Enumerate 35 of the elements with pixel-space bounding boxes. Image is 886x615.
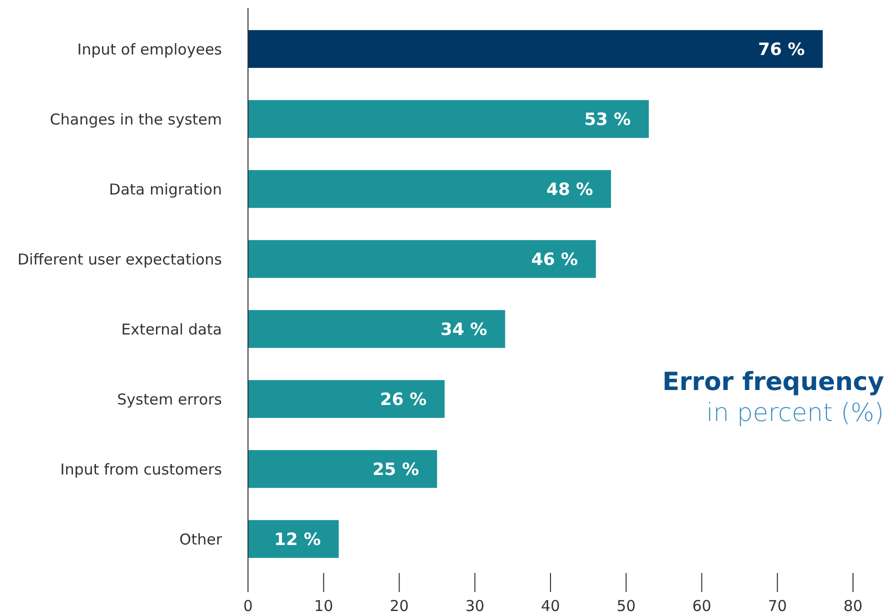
data-label: 25 % xyxy=(372,460,420,480)
bar xyxy=(248,380,445,418)
x-tick-label: 80 xyxy=(843,597,863,615)
bar xyxy=(248,450,438,488)
y-tick-label: Different user expectations xyxy=(18,250,222,268)
y-tick-label: Input of employees xyxy=(77,40,222,58)
data-label: 34 % xyxy=(440,320,488,340)
data-label: 48 % xyxy=(546,180,593,200)
text: Error frequency xyxy=(662,367,884,396)
bar xyxy=(248,100,649,138)
bar xyxy=(248,30,823,68)
bar xyxy=(248,170,611,208)
y-tick-label: System errors xyxy=(117,390,222,408)
y-tick-label: Changes in the system xyxy=(50,110,222,128)
data-label: 53 % xyxy=(584,110,631,130)
x-tick-label: 40 xyxy=(540,597,560,615)
y-tick-label: Other xyxy=(179,530,223,548)
data-label: 46 % xyxy=(531,250,578,270)
y-tick-label: Input from customers xyxy=(60,460,222,478)
bar xyxy=(248,240,596,278)
text: in percent (%) xyxy=(706,398,884,427)
x-tick-label: 30 xyxy=(465,597,484,615)
x-tick-label: 70 xyxy=(768,597,787,615)
y-tick-label: External data xyxy=(121,320,222,338)
data-label: 26 % xyxy=(380,390,427,410)
x-tick-label: 10 xyxy=(314,597,334,615)
x-tick-label: 50 xyxy=(616,597,636,615)
x-tick-label: 20 xyxy=(390,597,409,615)
x-tick-label: 60 xyxy=(692,597,712,615)
x-tick-label: 0 xyxy=(243,597,253,615)
y-tick-label: Data migration xyxy=(109,180,222,198)
data-label: 76 % xyxy=(758,40,805,60)
bar xyxy=(248,310,506,348)
bar xyxy=(248,520,339,558)
data-label: 12 % xyxy=(274,530,321,550)
